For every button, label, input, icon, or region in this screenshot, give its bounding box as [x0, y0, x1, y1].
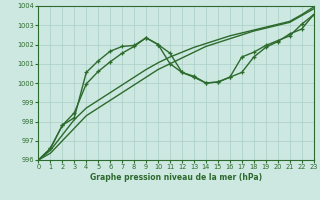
X-axis label: Graphe pression niveau de la mer (hPa): Graphe pression niveau de la mer (hPa): [90, 173, 262, 182]
